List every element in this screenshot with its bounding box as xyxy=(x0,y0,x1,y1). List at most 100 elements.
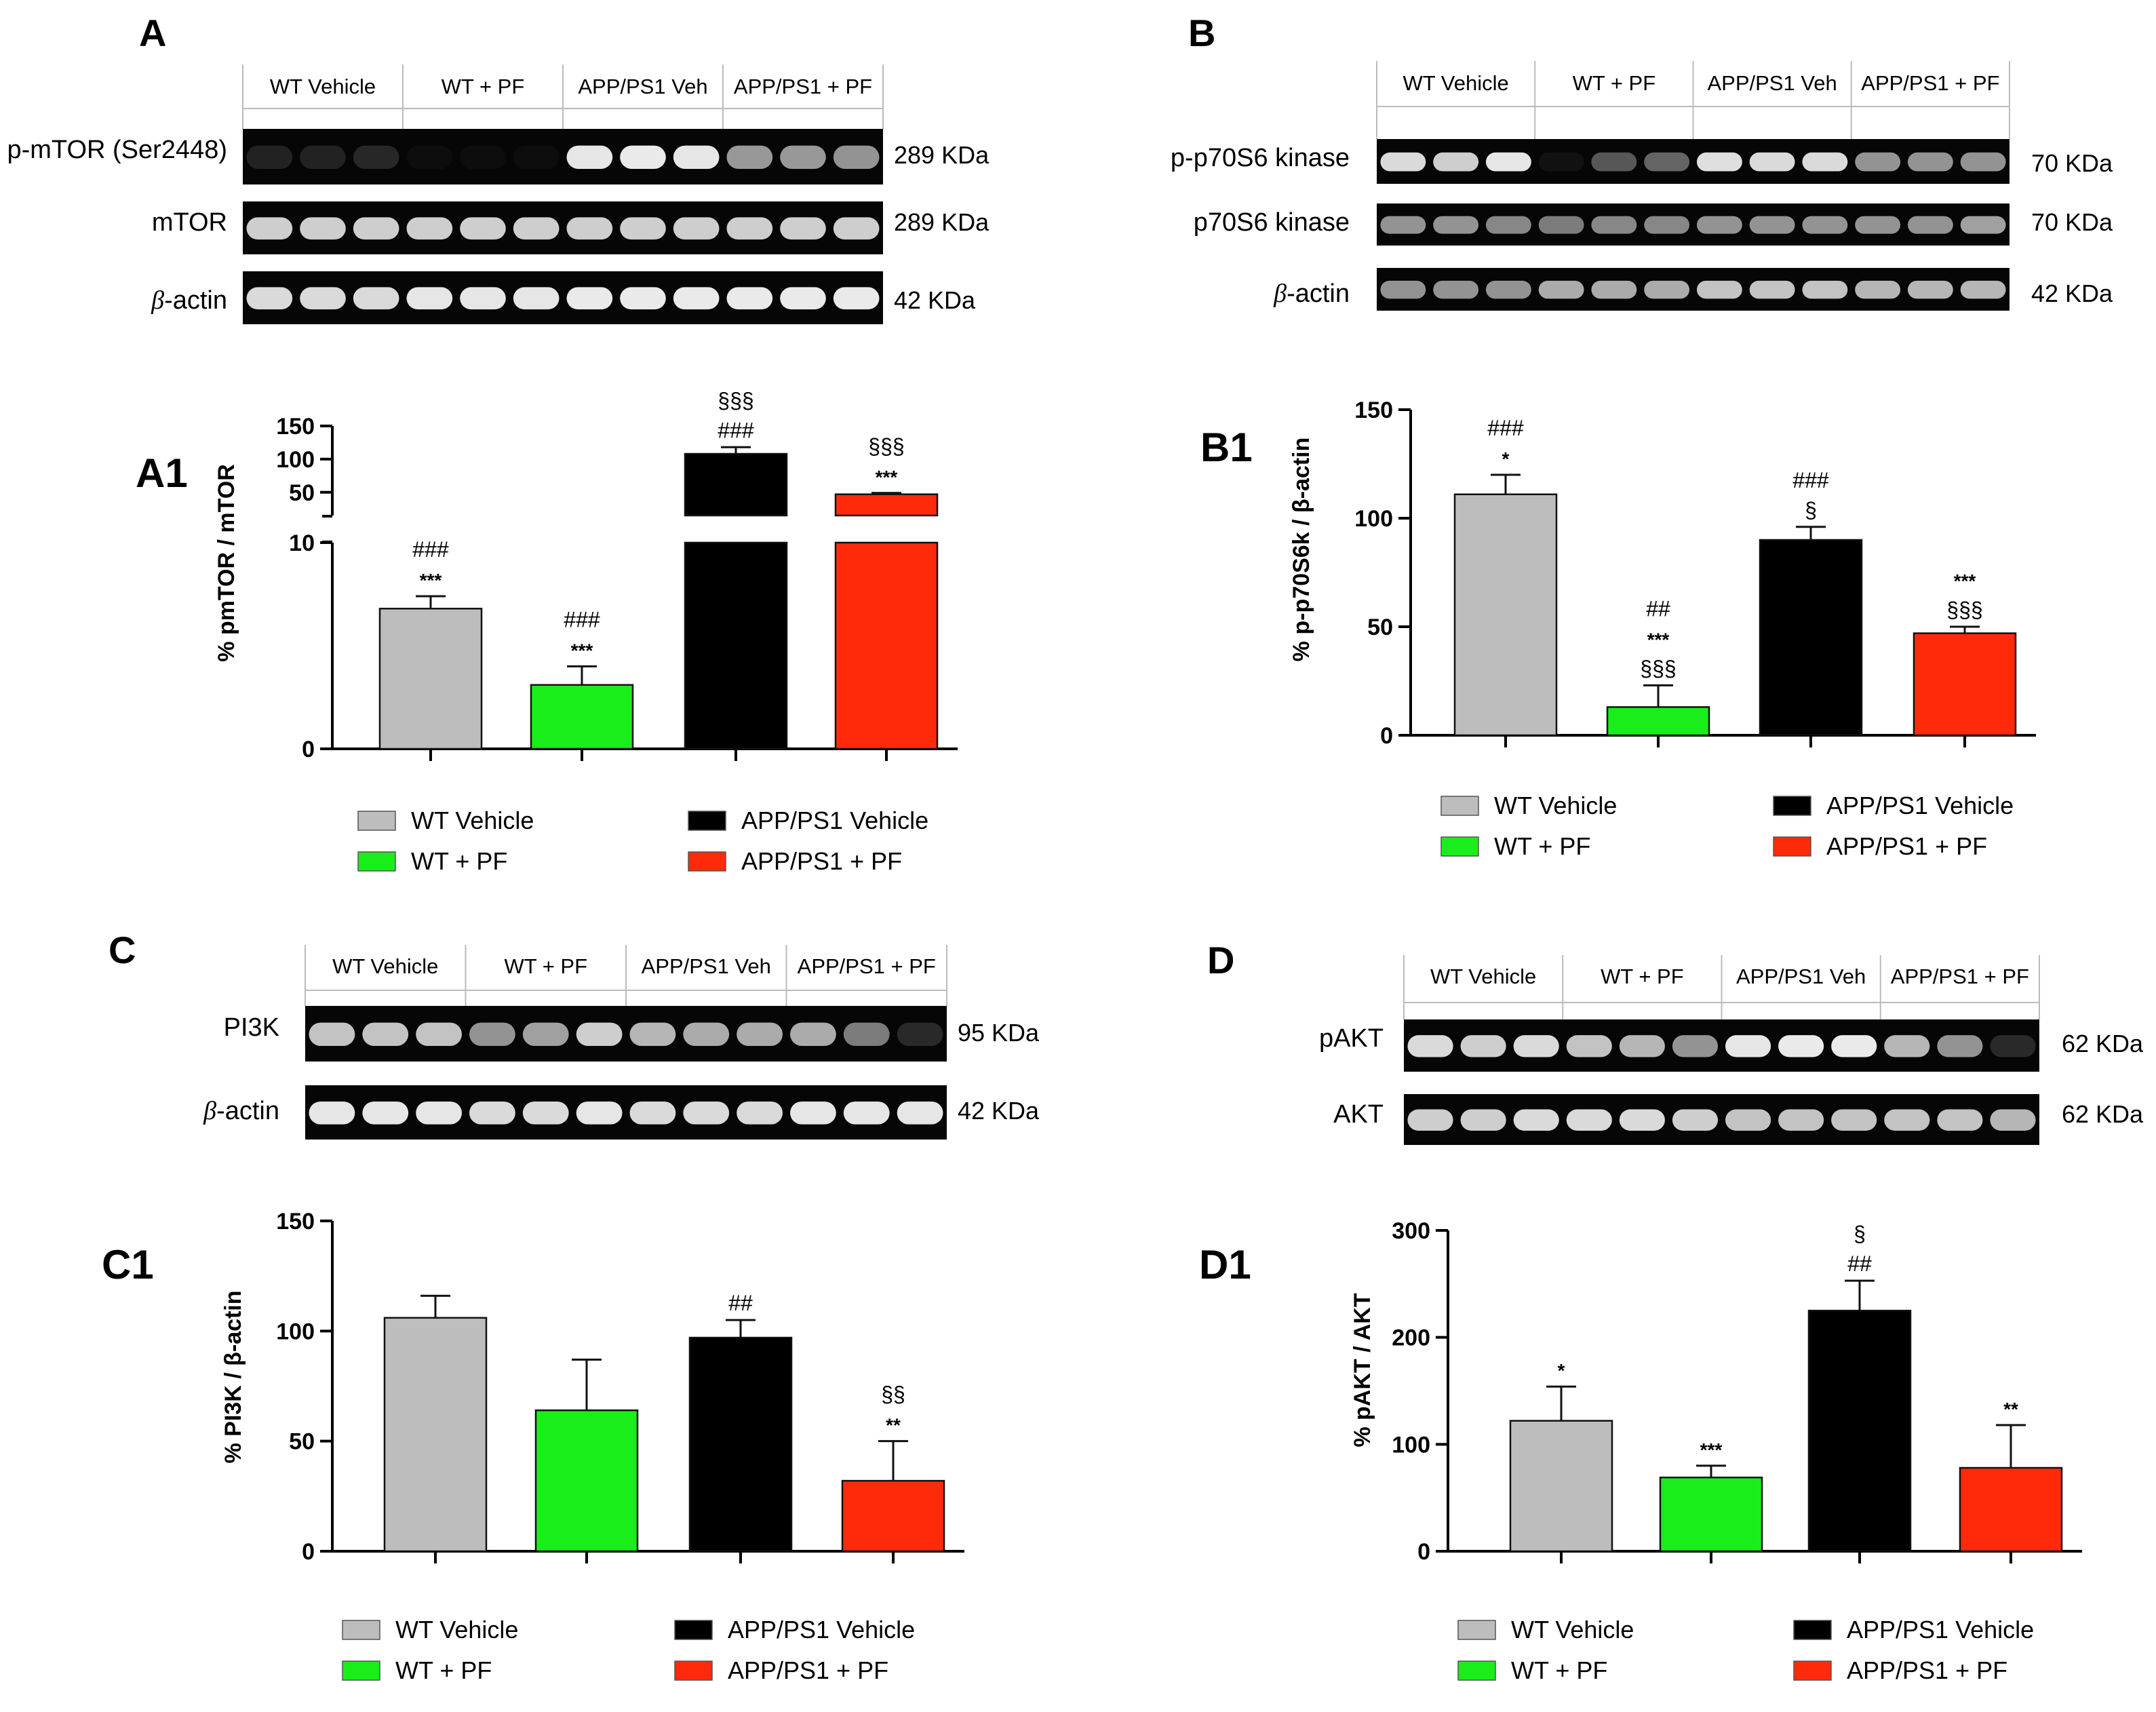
legend-swatch xyxy=(1440,836,1479,857)
y-tick-label: 100 xyxy=(1392,1432,1430,1458)
blot-band xyxy=(843,1102,890,1125)
blot-band xyxy=(576,1022,623,1047)
y-axis-label: % pmTOR / mTOR xyxy=(214,464,239,662)
kda-label: 289 KDa xyxy=(894,141,989,169)
lane-header: WT + PF xyxy=(504,954,587,978)
y-tick-label: 100 xyxy=(1354,506,1393,532)
protein-label: p70S6 kinase xyxy=(1194,208,1350,237)
significance-label: *** xyxy=(876,467,898,488)
blot-band xyxy=(683,1022,730,1047)
lane-header: WT + PF xyxy=(442,75,525,98)
legend-label: APP/PS1 Vehicle xyxy=(1826,792,2014,819)
blot-band xyxy=(897,1022,943,1047)
blot-band xyxy=(246,287,293,310)
lane-header: WT Vehicle xyxy=(332,954,438,978)
lane-header: APP/PS1 Veh xyxy=(578,75,707,98)
bar xyxy=(841,1479,945,1553)
y-tick-label: 50 xyxy=(289,1429,315,1455)
legend-swatch xyxy=(357,811,396,831)
y-axis-label: % p-p70S6k / β-actin xyxy=(1289,437,1314,662)
blot-band xyxy=(726,217,773,240)
y-tick-label: 50 xyxy=(289,480,315,506)
blot-band xyxy=(300,287,346,310)
blot-band xyxy=(1407,1109,1453,1131)
blot-band xyxy=(353,217,399,240)
blot-strip xyxy=(305,1085,947,1140)
legend-label: WT Vehicle xyxy=(1511,1616,1634,1643)
blot-band xyxy=(1591,216,1637,234)
blot-band xyxy=(673,217,720,240)
blot-band xyxy=(1538,152,1584,172)
blot-band xyxy=(416,1022,462,1047)
blot-band xyxy=(1778,1035,1824,1057)
blot-strip xyxy=(243,201,883,254)
blot-band xyxy=(833,145,880,170)
chart-c1: C1 % PI3K / β-actin 0 50 100 150 ## ** §§ WT Vehi… xyxy=(102,1209,964,1684)
blot-band xyxy=(566,145,613,170)
legend-label: WT + PF xyxy=(1494,832,1590,860)
blot-band xyxy=(790,1022,836,1047)
blot-band xyxy=(1619,1109,1665,1131)
blot-band xyxy=(1725,1109,1771,1131)
lane-header: APP/PS1 Veh xyxy=(642,954,771,978)
bar xyxy=(688,1336,793,1553)
blot-band xyxy=(1749,216,1795,234)
blot-band xyxy=(460,217,506,240)
lane-header: WT + PF xyxy=(1573,71,1656,95)
protein-label: β-actin xyxy=(151,286,227,315)
chart-a1: A1 % pmTOR / mTOR 0 10 50 100 150 *** ### *** ### #… xyxy=(136,388,958,875)
significance-label: * xyxy=(1558,1360,1565,1381)
y-axis-label: % pAKT / AKT xyxy=(1350,1293,1375,1447)
blot-band xyxy=(1749,280,1795,299)
blot-band xyxy=(843,1022,890,1047)
panel-label: A xyxy=(139,12,166,54)
legend-swatch xyxy=(688,851,726,872)
blot-band xyxy=(780,145,826,170)
blot-band xyxy=(300,217,346,240)
blot-band xyxy=(1884,1109,1930,1131)
legend-swatch xyxy=(674,1660,713,1681)
y-tick-label: 100 xyxy=(276,447,315,473)
legend-swatch xyxy=(1773,836,1811,857)
significance-label: *** xyxy=(420,570,442,591)
blot-band xyxy=(897,1102,943,1125)
blot-strip xyxy=(1377,268,2010,311)
kda-label: 70 KDa xyxy=(2031,149,2113,177)
blot-band xyxy=(833,287,880,310)
protein-label: p-p70S6 kinase xyxy=(1171,144,1350,172)
significance-label: ** xyxy=(2003,1399,2018,1420)
blot-band xyxy=(1855,280,1901,299)
blot-band xyxy=(353,145,399,170)
y-tick-label: 10 xyxy=(289,530,315,556)
blot-band xyxy=(780,217,826,240)
y-tick-label: 0 xyxy=(302,1539,315,1565)
protein-label: mTOR xyxy=(152,208,227,237)
lane-header: WT + PF xyxy=(1601,965,1684,988)
y-tick-label: 150 xyxy=(276,414,315,440)
blot-band xyxy=(566,217,613,240)
significance-label: ## xyxy=(1646,596,1670,621)
legend-swatch xyxy=(1457,1620,1496,1640)
significance-label: §§§ xyxy=(718,388,753,412)
blot-band xyxy=(1513,1109,1559,1131)
kda-label: 42 KDa xyxy=(894,286,976,314)
y-tick-label: 300 xyxy=(1392,1218,1430,1244)
bar xyxy=(1509,1420,1613,1553)
bar xyxy=(834,541,939,750)
significance-label: ### xyxy=(1487,416,1524,440)
blot-band xyxy=(1802,280,1848,299)
significance-label: § xyxy=(1854,1222,1866,1246)
significance-label: ## xyxy=(728,1291,753,1315)
bar xyxy=(530,684,634,750)
blot-band xyxy=(1380,152,1426,172)
legend-label: APP/PS1 + PF xyxy=(1826,832,1987,860)
bar xyxy=(378,608,483,750)
legend-label: APP/PS1 + PF xyxy=(741,847,902,875)
protein-label: β-actin xyxy=(203,1097,279,1125)
blot-band xyxy=(566,287,613,310)
significance-label: ** xyxy=(886,1415,901,1436)
lane-header: APP/PS1 + PF xyxy=(1861,71,1999,95)
blot-strip xyxy=(305,1006,947,1062)
blot-band xyxy=(629,1102,676,1125)
legend-swatch xyxy=(342,1660,380,1681)
